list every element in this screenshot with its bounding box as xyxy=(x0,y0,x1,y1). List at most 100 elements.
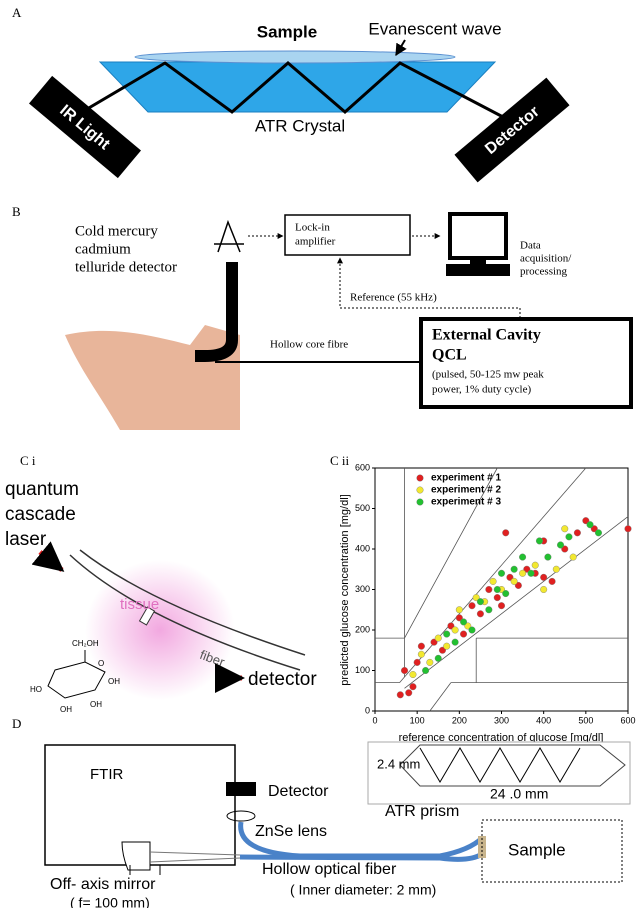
data-text: processing xyxy=(520,266,568,278)
ftir-text: FTIR xyxy=(90,766,123,783)
point xyxy=(486,586,493,593)
evanescent-label: Evanescent wave xyxy=(368,19,501,38)
lens-text: ZnSe lens xyxy=(255,823,327,840)
y-axis-label: predicted glucose concentration [mg/dl] xyxy=(339,494,351,685)
point xyxy=(528,570,535,577)
width-text: 24 .0 mm xyxy=(490,786,548,802)
sample-layer xyxy=(135,51,455,63)
crystal-label: ATR Crystal xyxy=(255,116,345,135)
y-tick-label: 0 xyxy=(365,705,370,715)
sample-label: Sample xyxy=(257,22,317,41)
y-tick-label: 100 xyxy=(355,665,370,675)
point xyxy=(490,578,497,585)
legend-label: experiment # 2 xyxy=(431,485,501,496)
chart: C ii reference concentration of glucose … xyxy=(330,453,636,744)
laser-text: laser xyxy=(5,529,47,550)
arrow xyxy=(40,552,62,570)
data-text: Data xyxy=(520,240,541,252)
molecule-label: OH xyxy=(108,677,120,686)
x-tick-label: 300 xyxy=(494,715,509,725)
detector-text: detector xyxy=(248,669,317,690)
point xyxy=(486,606,493,613)
point xyxy=(418,643,425,650)
reference-text: Reference (55 kHz) xyxy=(350,292,437,304)
panel-ci: C i quantum cascade laser tissue fiber d… xyxy=(5,453,317,714)
mirror-text: Off- axis mirror xyxy=(50,876,156,893)
atr-prism xyxy=(400,745,625,786)
point xyxy=(587,521,594,528)
point xyxy=(532,562,539,569)
point xyxy=(570,554,577,561)
legend-marker xyxy=(417,499,424,506)
detector-text: Detector xyxy=(268,783,329,800)
point xyxy=(502,590,509,597)
point xyxy=(519,570,526,577)
point xyxy=(418,651,425,658)
panel-label: A xyxy=(12,5,22,20)
molecule-label: O xyxy=(98,659,104,668)
point xyxy=(549,578,556,585)
panel-label: D xyxy=(12,716,21,731)
panel-b: B Cold mercury cadmium telluride detecto… xyxy=(12,204,631,430)
figure: A Sample Evanescent wave ATR Crystal IR … xyxy=(0,0,636,908)
qcl-note: power, 1% duty cycle) xyxy=(432,384,531,396)
point xyxy=(540,574,547,581)
point xyxy=(595,530,602,537)
y-tick-label: 300 xyxy=(355,584,370,594)
point xyxy=(498,602,505,609)
detector-text: Cold mercury xyxy=(75,223,158,239)
point xyxy=(553,566,560,573)
point xyxy=(498,570,505,577)
point xyxy=(469,602,476,609)
point xyxy=(456,606,463,613)
point xyxy=(540,586,547,593)
point xyxy=(511,578,518,585)
legend-marker xyxy=(417,475,424,482)
x-tick-label: 400 xyxy=(536,715,551,725)
point xyxy=(443,631,450,638)
point xyxy=(477,611,484,618)
detector-text: cadmium xyxy=(75,241,131,257)
computer-icon xyxy=(446,214,510,276)
molecule-label: OH xyxy=(60,705,72,714)
point xyxy=(401,667,408,674)
point xyxy=(435,655,442,662)
point xyxy=(566,534,573,541)
panel-label: B xyxy=(12,204,21,219)
height-text: 2.4 mm xyxy=(377,756,420,771)
x-tick-label: 500 xyxy=(578,715,593,725)
point xyxy=(477,598,484,605)
qcl-note: (pulsed, 50-125 mw peak xyxy=(432,369,544,381)
fiber-text: Hollow optical fiber xyxy=(262,861,397,878)
x-tick-label: 600 xyxy=(620,715,635,725)
mirror-text: ( f= 100 mm) xyxy=(70,895,150,908)
tissue-text: tissue xyxy=(120,596,159,613)
point xyxy=(561,525,568,532)
x-tick-label: 0 xyxy=(372,715,377,725)
data-text: acquisition/ xyxy=(520,253,572,265)
y-tick-label: 600 xyxy=(355,462,370,472)
lockin-text: Lock-in xyxy=(295,222,330,234)
detector-text: telluride detector xyxy=(75,259,177,275)
point xyxy=(422,667,429,674)
point xyxy=(519,554,526,561)
detector-box: Detector xyxy=(454,78,569,183)
point xyxy=(405,689,412,696)
detector-symbol xyxy=(214,222,244,252)
point xyxy=(435,635,442,642)
point xyxy=(511,566,518,573)
laser-text: cascade xyxy=(5,504,76,525)
prism-text: ATR prism xyxy=(385,803,459,820)
point xyxy=(410,671,417,678)
point xyxy=(443,643,450,650)
detector xyxy=(226,782,256,796)
point xyxy=(397,692,404,699)
qcl-title: QCL xyxy=(432,347,467,364)
laser-text: quantum xyxy=(5,479,79,500)
fiber-text: ( Inner diameter: 2 mm) xyxy=(290,882,436,898)
panel-a: A Sample Evanescent wave ATR Crystal IR … xyxy=(12,5,570,182)
point xyxy=(625,525,632,532)
x-tick-label: 200 xyxy=(452,715,467,725)
lockin-text: amplifier xyxy=(295,236,336,248)
fibre-text: Hollow core fibre xyxy=(270,339,348,351)
